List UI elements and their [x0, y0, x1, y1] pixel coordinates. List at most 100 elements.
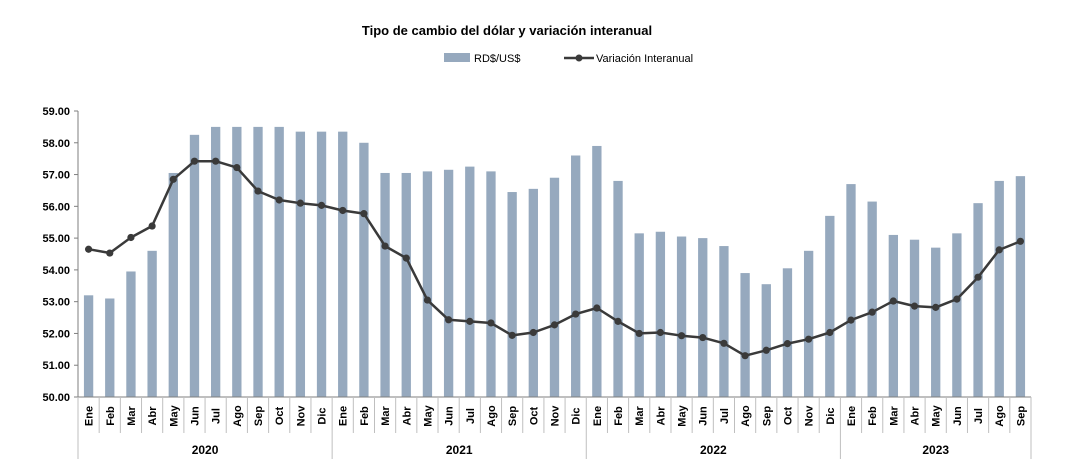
x-tick-label: Dic [571, 407, 583, 424]
y-tick-label: 50.00 [42, 392, 70, 404]
bar [782, 268, 793, 397]
x-tick-label: Sep [1015, 406, 1027, 426]
x-tick-label: May [931, 404, 943, 426]
bar [253, 126, 263, 397]
x-tick-label: Ene [592, 406, 604, 426]
x-tick-label: Mar [380, 406, 392, 426]
bar [168, 172, 178, 397]
x-tick-label: Abr [655, 406, 667, 426]
line-point [445, 316, 453, 324]
bar [232, 126, 242, 397]
x-tick-label: Ene [84, 406, 96, 426]
bar [867, 201, 877, 397]
line-point [339, 206, 347, 215]
bar [422, 171, 433, 397]
line-point [762, 346, 770, 354]
x-tick-label: May [677, 404, 689, 426]
legend-label-line: Variación Interanual [596, 53, 693, 65]
x-tick-label: Dic [825, 407, 837, 424]
bar [83, 295, 94, 397]
line-point [593, 304, 601, 312]
line-point [635, 329, 643, 338]
x-tick-label: May [168, 404, 180, 426]
x-tick-label: Nov [550, 405, 562, 427]
bar [443, 169, 454, 397]
x-tick-label: Mar [888, 406, 900, 426]
line-point [106, 249, 114, 257]
line-point [508, 331, 516, 339]
x-tick-label: Abr [401, 406, 413, 426]
line-point [402, 254, 410, 262]
x-tick-label: Nov [804, 405, 816, 427]
line-point [169, 175, 177, 183]
x-tick-label: Ene [846, 406, 858, 426]
y-tick-label: 58.00 [42, 138, 70, 150]
line-point [84, 245, 93, 253]
bar [676, 236, 687, 397]
chart-title: Tipo de cambio del dólar y variación int… [362, 23, 652, 38]
line-point [974, 273, 982, 281]
line-point [783, 340, 792, 348]
line-point [466, 317, 474, 325]
bar [274, 126, 284, 397]
bar [189, 134, 200, 398]
bar [338, 131, 348, 397]
x-tick-label: Nov [295, 405, 307, 427]
legend-label-bar: RD$/US$ [474, 53, 520, 65]
x-tick-label: Oct [274, 406, 286, 425]
y-tick-label: 57.00 [42, 170, 70, 182]
bar [105, 298, 115, 397]
line-point [212, 157, 220, 165]
x-tick-label: Ene [338, 406, 350, 426]
bar [507, 192, 517, 397]
y-axis: 50.00 51.00 52.00 53.00 54.00 55.00 56.00 57.00… [42, 106, 79, 404]
year-label: 2021 [446, 443, 473, 457]
x-tick-label: Sep [253, 406, 265, 426]
line-point [127, 233, 135, 242]
bar [401, 172, 411, 397]
line-point [1016, 237, 1025, 245]
bar [825, 215, 835, 397]
x-tick-label: Sep [507, 406, 519, 426]
line-point [381, 242, 389, 250]
bar [888, 234, 899, 397]
x-tick-label: Oct [783, 406, 795, 425]
y-tick-label: 59.00 [42, 106, 70, 118]
x-tick-label: Ago [740, 405, 752, 427]
y-tick-label: 55.00 [42, 233, 70, 245]
line-point [741, 352, 749, 360]
x-tick-label: Ago [994, 405, 1006, 427]
year-label: 2023 [922, 443, 949, 457]
bar [719, 246, 729, 397]
bar [634, 233, 644, 397]
line-point [550, 321, 559, 329]
year-label: 2020 [192, 443, 219, 457]
line-point [805, 335, 813, 343]
line-point [423, 296, 432, 304]
line-point [910, 302, 919, 310]
line-point [572, 310, 580, 318]
line-point [190, 157, 199, 165]
line-point [529, 328, 537, 337]
x-tick-label: May [422, 404, 434, 426]
line-point [254, 187, 262, 195]
legend-line-marker [575, 54, 583, 62]
bar [295, 131, 306, 397]
line-point [953, 295, 961, 303]
x-tick-label: Jul [719, 408, 731, 424]
x-tick-label: Jul [211, 408, 223, 424]
bar [486, 171, 496, 397]
legend: RD$/US$ Variación Interanual [444, 53, 693, 65]
y-tick-label: 53.00 [42, 297, 70, 309]
x-tick-label: Jun [698, 406, 710, 426]
bar [528, 188, 538, 397]
bar [973, 203, 983, 397]
x-tick-label: Mar [634, 406, 646, 426]
bar [592, 145, 602, 397]
line-point [148, 222, 156, 230]
line-point [360, 210, 368, 218]
line-point [233, 163, 241, 172]
bar-series [83, 126, 1026, 398]
bar [803, 250, 814, 397]
